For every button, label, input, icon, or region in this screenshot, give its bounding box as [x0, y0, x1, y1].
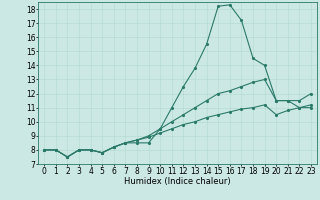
X-axis label: Humidex (Indice chaleur): Humidex (Indice chaleur)	[124, 177, 231, 186]
